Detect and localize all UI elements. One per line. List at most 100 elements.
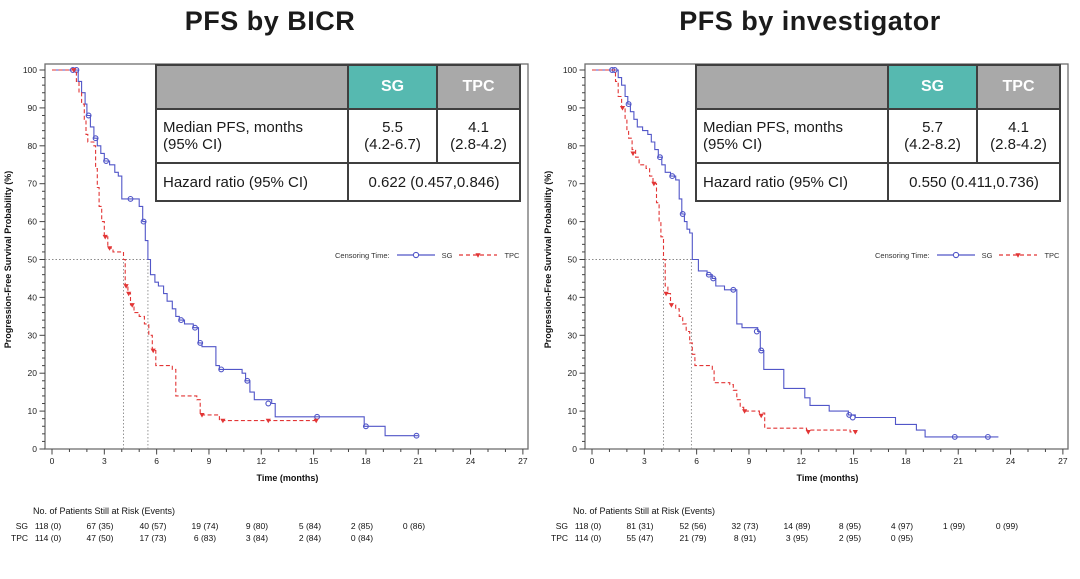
risk-count: 8 (91) (733, 533, 757, 543)
stats-table-bicr: SG TPC Median PFS, months (95% CI) 5.5 (… (155, 64, 521, 202)
svg-text:21: 21 (954, 456, 964, 466)
svg-text:Progression-Free Survival Prob: Progression-Free Survival Probability (%… (3, 171, 13, 349)
svg-text:3: 3 (642, 456, 647, 466)
risk-count: 9 (80) (245, 521, 269, 531)
risk-row-label: TPC (551, 533, 568, 543)
svg-text:40: 40 (28, 292, 38, 302)
median-pfs-tpc-value: 4.1 (2.8-4.2) (976, 108, 1061, 164)
risk-count: 55 (47) (626, 533, 654, 543)
svg-text:80: 80 (568, 141, 578, 151)
risk-row-sg: SG 118 (0) 81 (31) 52 (56) 32 (73) 14 (89) 8 (… (540, 521, 1080, 532)
risk-count: 40 (57) (139, 521, 167, 531)
risk-table-caption: No. of Patients Still at Risk (Events) (33, 506, 176, 516)
chart-title-bicr: PFS by BICR (184, 6, 356, 36)
risk-count: 0 (84) (350, 533, 374, 543)
median-pfs-label: Median PFS, months (95% CI) (155, 108, 349, 164)
svg-text:12: 12 (797, 456, 807, 466)
chart-title-investigator: PFS by investigator (679, 6, 941, 36)
legend-sg-label: SG (441, 250, 453, 260)
tpc-line-swatch-icon (459, 253, 498, 258)
tpc-column-header: TPC (976, 64, 1061, 110)
svg-text:6: 6 (154, 456, 159, 466)
risk-count: 118 (0) (574, 521, 602, 531)
risk-count: 2 (95) (838, 533, 862, 543)
svg-text:70: 70 (28, 179, 38, 189)
svg-text:0: 0 (572, 444, 577, 454)
risk-count: 8 (95) (838, 521, 862, 531)
svg-text:18: 18 (361, 456, 371, 466)
risk-count: 114 (0) (574, 533, 602, 543)
hazard-ratio-label: Hazard ratio (95% CI) (155, 162, 349, 202)
risk-count: 3 (95) (785, 533, 809, 543)
svg-text:100: 100 (563, 65, 577, 75)
risk-count: 3 (84) (245, 533, 269, 543)
hazard-ratio-value: 0.550 (0.411,0.736) (887, 162, 1061, 202)
svg-text:Time (months): Time (months) (797, 473, 859, 483)
svg-text:20: 20 (28, 368, 38, 378)
stats-blank-header (695, 64, 889, 110)
tpc-column-header: TPC (436, 64, 521, 110)
risk-count: 2 (84) (298, 533, 322, 543)
risk-row-label: SG (555, 521, 568, 531)
risk-count: 0 (86) (402, 521, 426, 531)
risk-row-tpc: TPC 114 (0) 47 (50) 17 (73) 6 (83) 3 (84) 2 (8… (0, 533, 540, 544)
svg-text:90: 90 (28, 103, 38, 113)
svg-text:90: 90 (568, 103, 578, 113)
panel-pfs-bicr: PFS by BICR 0 3 6 9 12 15 18 21 24 27 0 10 20 30 40 50 6… (0, 6, 540, 544)
median-pfs-sg-value: 5.7 (4.2-8.2) (887, 108, 978, 164)
risk-row-tpc: TPC 114 (0) 55 (47) 21 (79) 8 (91) 3 (95) 2 (9… (540, 533, 1080, 544)
risk-count: 17 (73) (139, 533, 167, 543)
svg-text:18: 18 (901, 456, 911, 466)
legend-sg-label: SG (981, 250, 993, 260)
legend-investigator: Censoring Time: SG TPC (875, 249, 1059, 261)
median-pfs-tpc-value: 4.1 (2.8-4.2) (436, 108, 521, 164)
risk-count: 5 (84) (298, 521, 322, 531)
legend-title: Censoring Time: (335, 250, 390, 260)
risk-count: 118 (0) (34, 521, 62, 531)
risk-count: 21 (79) (679, 533, 707, 543)
risk-count: 32 (73) (731, 521, 759, 531)
sg-column-header: SG (887, 64, 978, 110)
legend-tpc-label: TPC (1044, 250, 1060, 260)
svg-text:20: 20 (568, 368, 578, 378)
risk-count: 67 (35) (86, 521, 114, 531)
svg-text:60: 60 (568, 217, 578, 227)
risk-count: 14 (89) (783, 521, 811, 531)
risk-row-label: SG (15, 521, 28, 531)
svg-text:0: 0 (50, 456, 55, 466)
hazard-ratio-value: 0.622 (0.457,0.846) (347, 162, 521, 202)
risk-count: 1 (99) (942, 521, 966, 531)
legend-title: Censoring Time: (875, 250, 930, 260)
svg-text:30: 30 (568, 330, 578, 340)
tpc-line-swatch-icon (999, 253, 1038, 258)
risk-count: 114 (0) (34, 533, 62, 543)
svg-text:70: 70 (568, 179, 578, 189)
svg-text:3: 3 (102, 456, 107, 466)
risk-count: 2 (85) (350, 521, 374, 531)
risk-count: 52 (56) (679, 521, 707, 531)
svg-text:6: 6 (694, 456, 699, 466)
svg-text:24: 24 (1006, 456, 1016, 466)
risk-row-label: TPC (11, 533, 28, 543)
sg-column-header: SG (347, 64, 438, 110)
risk-count: 4 (97) (890, 521, 914, 531)
legend-bicr: Censoring Time: SG TPC (335, 249, 519, 261)
svg-text:24: 24 (466, 456, 476, 466)
svg-text:80: 80 (28, 141, 38, 151)
svg-text:Progression-Free Survival Prob: Progression-Free Survival Probability (%… (543, 171, 553, 349)
risk-row-sg: SG 118 (0) 67 (35) 40 (57) 19 (74) 9 (80) 5 (8… (0, 521, 540, 532)
svg-text:12: 12 (257, 456, 267, 466)
svg-text:27: 27 (518, 456, 528, 466)
svg-text:30: 30 (28, 330, 38, 340)
svg-text:0: 0 (590, 456, 595, 466)
risk-count: 0 (99) (995, 521, 1019, 531)
svg-text:10: 10 (568, 406, 578, 416)
risk-count: 81 (31) (626, 521, 654, 531)
svg-text:40: 40 (568, 292, 578, 302)
median-pfs-sg-value: 5.5 (4.2-6.7) (347, 108, 438, 164)
svg-text:9: 9 (207, 456, 212, 466)
sg-line-swatch-icon (396, 251, 435, 259)
median-pfs-label: Median PFS, months (95% CI) (695, 108, 889, 164)
risk-count: 6 (83) (193, 533, 217, 543)
